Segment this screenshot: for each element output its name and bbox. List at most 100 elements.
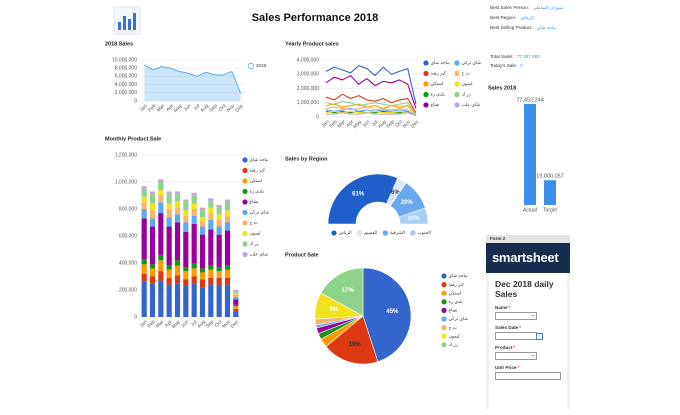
- bar-segment: [191, 276, 197, 284]
- bar-segment: [216, 285, 222, 317]
- select-caret: [532, 315, 534, 316]
- legend-marker: [441, 307, 447, 313]
- bar-segment: [191, 195, 197, 204]
- bar-segment: [158, 271, 164, 281]
- bar-segment: [158, 280, 164, 317]
- bar-segment: [141, 218, 147, 259]
- legend-marker: [242, 209, 248, 216]
- slice-label: 45%: [386, 309, 399, 315]
- legend-marker: [441, 282, 447, 288]
- bar-segment: [199, 210, 206, 218]
- bar-segment: [149, 283, 156, 317]
- x-tick-label: Oct: [218, 103, 228, 113]
- bar-segment: [158, 182, 164, 191]
- field-label: Unit Price*: [495, 365, 520, 370]
- legend-label: ت ح: [462, 71, 471, 77]
- x-tick-label: Feb: [147, 103, 157, 113]
- bar-segment: [199, 268, 206, 273]
- series-line: [325, 103, 417, 115]
- bar-segment: [166, 277, 172, 285]
- series-line: [325, 106, 417, 115]
- x-tick-label: Oct: [394, 119, 404, 129]
- bar-segment: [208, 265, 214, 270]
- bar-segment: [233, 299, 239, 305]
- slice-label: 19%: [349, 342, 362, 348]
- field-input[interactable]: [495, 372, 561, 380]
- bar-segment: [141, 186, 147, 189]
- bar: [524, 104, 536, 205]
- y-tick-label: 1,000,000: [297, 100, 319, 106]
- area-line: [144, 64, 242, 94]
- y-tick-label: 1,200,000: [115, 152, 137, 158]
- x-tick-label: Actual: [523, 207, 537, 213]
- x-tick-label: Jul: [190, 319, 199, 328]
- bar-segment: [216, 219, 222, 227]
- series-line: [325, 75, 417, 109]
- legend-marker: [242, 220, 248, 226]
- x-tick-label: Jan: [320, 119, 330, 129]
- bar-segment: [233, 296, 239, 300]
- legend-label: الشرقية: [390, 230, 405, 236]
- legend-label: ت ح: [250, 220, 259, 226]
- chart-title: 2018 Sales: [105, 41, 133, 47]
- total-label: Total Sales:: [490, 54, 514, 59]
- bar-segment: [174, 283, 181, 317]
- slice-label: 6%: [391, 190, 400, 196]
- field-input[interactable]: [495, 332, 543, 340]
- x-tick-label: Feb: [328, 119, 338, 129]
- bar-segment: [191, 223, 197, 263]
- legend-label: نعناع: [449, 308, 458, 314]
- series-line: [326, 112, 417, 117]
- bar: [544, 180, 556, 205]
- x-tick-label: Jun: [361, 119, 371, 129]
- legend-marker: [242, 188, 248, 195]
- x-tick-label: Jul: [192, 103, 201, 112]
- slice-label: 9%: [330, 307, 339, 313]
- x-tick-label: Nov: [221, 319, 232, 330]
- legend-label: رز ك: [449, 342, 459, 348]
- y-tick-label: 0: [316, 114, 319, 120]
- slice: [327, 173, 399, 225]
- bar-segment: [149, 226, 156, 265]
- field-label: Sales Date*: [495, 325, 522, 330]
- bar-segment: [174, 200, 181, 208]
- value-label: 77,452,244: [516, 97, 544, 103]
- bar-segment: [166, 265, 172, 270]
- bar-segment: [174, 207, 181, 215]
- area-fill: [144, 64, 241, 101]
- legend-label: استكي: [449, 290, 462, 295]
- x-tick-label: Jun: [183, 103, 193, 113]
- legend-label: ماجد شاي: [250, 157, 269, 162]
- bar-segment: [158, 260, 164, 272]
- bar-segment: [199, 279, 206, 288]
- bar-segment: [224, 222, 231, 231]
- bar-segment: [233, 306, 239, 309]
- x-tick-label: May: [173, 103, 184, 114]
- legend-marker: [242, 167, 248, 174]
- field-input[interactable]: [495, 312, 537, 320]
- x-tick-label: Dec: [230, 319, 241, 330]
- legend-label: بلدي رة: [250, 189, 264, 195]
- bar-segment: [174, 214, 181, 223]
- bar-segment: [166, 226, 172, 266]
- chart-title: Yearly Product sales: [285, 41, 339, 47]
- total-value: 0: [520, 63, 523, 68]
- legend-label: ماجد شاي: [431, 60, 450, 65]
- legend-marker: [441, 273, 447, 279]
- chart-title: Monthly Product Sale: [105, 136, 161, 142]
- form-panel: Form 2 smartsheet Dec 2018 daily Sales N…: [486, 235, 570, 415]
- bar-segment: [191, 215, 197, 224]
- field-input[interactable]: [495, 352, 537, 360]
- legend-label: شاي تركي: [250, 210, 270, 216]
- legend-label: شاي تركي: [449, 316, 469, 322]
- y-tick-label: 2,000,000: [115, 90, 137, 96]
- bar-segment: [208, 229, 214, 266]
- info-value: سوزان الساطي: [533, 5, 563, 11]
- bar-segment: [233, 294, 239, 297]
- legend-label: رز ك: [250, 241, 260, 247]
- series-line: [325, 65, 417, 105]
- required-mark: *: [517, 365, 520, 370]
- y-tick-label: 2,000,000: [297, 86, 319, 92]
- legend-label: ماجد شاي: [449, 273, 468, 278]
- slice: [362, 267, 412, 363]
